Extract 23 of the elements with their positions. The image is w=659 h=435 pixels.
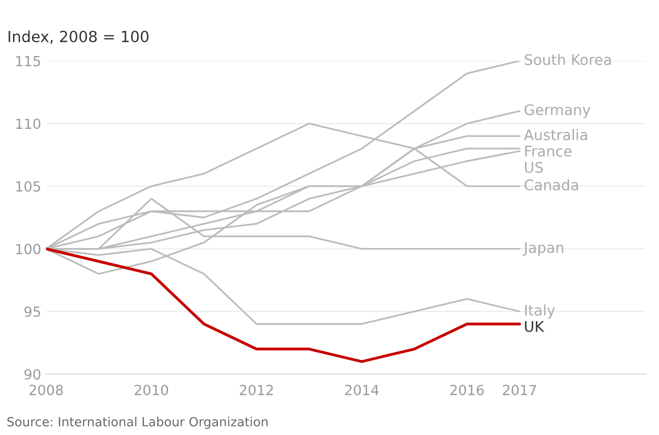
x-tick-label: 2017 — [502, 384, 536, 396]
y-tick-label: 90 — [24, 369, 40, 380]
y-tick-label: 95 — [24, 306, 40, 317]
series-label: US — [525, 162, 543, 173]
series-label: France — [525, 146, 572, 157]
series-label: Canada — [524, 179, 578, 190]
y-axis-title: Index, 2008 = 100 — [8, 30, 148, 44]
series-label: South Korea — [524, 54, 611, 66]
y-tick-label: 115 — [16, 56, 40, 66]
x-tick-label: 2012 — [240, 384, 273, 396]
x-tick-label: 2014 — [345, 384, 379, 396]
series-label: Germany — [524, 104, 590, 118]
series-label: Japan — [523, 242, 564, 256]
series-label: Italy — [525, 304, 555, 319]
x-tick-label: 2008 — [29, 384, 63, 396]
y-tick-label: 100 — [16, 244, 40, 254]
series-label: Australia — [524, 129, 587, 140]
x-tick-label: 2016 — [450, 384, 484, 396]
series-label: UK — [525, 321, 544, 332]
source-note: Source: International Labour Organization — [7, 416, 268, 429]
y-tick-label: 105 — [16, 181, 40, 192]
x-tick-label: 2010 — [134, 384, 168, 396]
y-tick-label: 110 — [16, 118, 40, 130]
